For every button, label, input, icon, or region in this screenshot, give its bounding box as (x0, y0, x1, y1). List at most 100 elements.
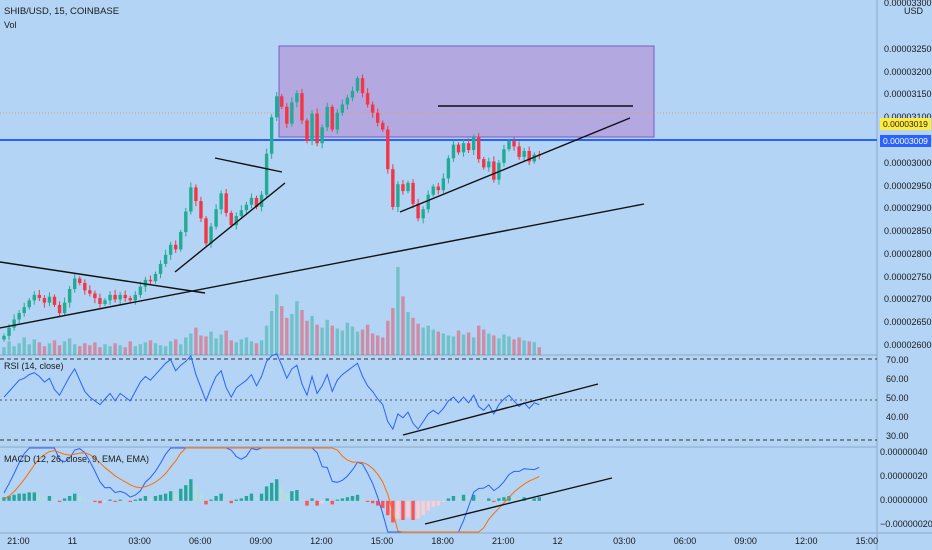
macd-hist-bar (259, 493, 264, 501)
rsi-trendline[interactable] (402, 383, 599, 436)
candle (158, 260, 163, 279)
time-tick: 09:00 (734, 536, 757, 546)
macd-trendline[interactable] (424, 477, 613, 525)
price-tick: 0.00003250 (884, 43, 932, 54)
volume-bar (386, 320, 390, 355)
macd-hist-bar (199, 493, 203, 501)
macd-hist-bar (370, 500, 375, 504)
time-tick: 21:00 (7, 536, 30, 546)
candle (118, 291, 122, 305)
volume-bar (158, 345, 163, 355)
volume-bar (482, 329, 486, 355)
volume-bar (234, 342, 238, 355)
candle (365, 88, 370, 108)
macd-hist-bar (300, 498, 304, 501)
volume-bar (350, 326, 355, 355)
price-trendlines[interactable] (0, 105, 645, 329)
macd-hist-bar (57, 500, 62, 502)
candle (153, 271, 158, 284)
macd-hist-bar (471, 494, 476, 501)
candle (2, 333, 6, 342)
macd-hist-bar (502, 497, 506, 501)
rsi-tick: 60.00 (886, 374, 909, 385)
macd-hist-bar (93, 500, 97, 502)
candle (184, 207, 188, 237)
macd-hist-bar (189, 479, 193, 501)
volume-bar (67, 338, 72, 355)
volume-bar (507, 336, 511, 355)
volume-bar (370, 333, 375, 355)
candle (67, 286, 72, 308)
candle (386, 125, 390, 174)
volume-bar (98, 347, 102, 355)
macd-hist-bar (315, 500, 319, 506)
macd-hist-bar (497, 498, 501, 501)
macd-hist-bar (118, 499, 122, 501)
volume-bar (62, 341, 67, 355)
candle (502, 144, 506, 167)
macd-hist-bar (17, 493, 21, 501)
volume-bar (254, 343, 259, 355)
candle (492, 156, 496, 183)
time-tick: 06:00 (188, 536, 212, 546)
volume-bar (461, 334, 466, 355)
macd-label[interactable]: MACD (12, 26, close, 9, EMA, EMA) (4, 454, 150, 464)
candle (239, 205, 244, 220)
price-tick: 0.00003000 (884, 157, 932, 168)
volume-bar (365, 324, 370, 355)
macd-hist-bar (83, 498, 87, 501)
candle (487, 157, 491, 172)
macd-hist-bar (345, 497, 350, 501)
volume-bar (497, 338, 501, 355)
macd-hist-bar (290, 491, 294, 501)
consolidation-box[interactable] (278, 45, 655, 138)
candle (310, 109, 314, 146)
volume-bar (275, 294, 279, 355)
candle (275, 92, 279, 121)
macd-hist-bar (88, 500, 92, 502)
price-tick: 0.00002750 (884, 271, 932, 282)
volume-bar (537, 347, 541, 355)
volume-bar (42, 346, 47, 355)
price-tick: 0.00002800 (884, 248, 932, 259)
volume-bar (441, 333, 446, 355)
candle (93, 290, 97, 304)
macd-hist-bar (507, 496, 511, 501)
volume-bar (199, 335, 203, 355)
time-tick: 06:00 (673, 536, 697, 546)
macd-hist-bar (174, 493, 178, 501)
volume-bar (163, 346, 168, 355)
volume-bar (280, 306, 284, 355)
symbol-title[interactable]: SHIB/USD, 15, COINBASE (4, 6, 120, 17)
macd-hist-bar (47, 496, 52, 501)
macd-hist-bar (396, 500, 400, 519)
macd-hist-bar (365, 500, 370, 502)
macd-hist-bar (436, 500, 440, 506)
macd-hist-bar (446, 498, 451, 501)
price-tick: 0.00003200 (884, 66, 932, 77)
candle (300, 88, 304, 125)
macd-hist-bar (517, 498, 521, 501)
candle (214, 204, 218, 230)
macd-hist-bar (143, 496, 148, 501)
candle (280, 94, 284, 110)
candle (320, 124, 324, 149)
volume-bar (57, 345, 62, 355)
volume-bar (179, 344, 183, 355)
candle (350, 86, 355, 102)
volume-bar (209, 331, 213, 355)
volume-bar (184, 337, 188, 355)
time-tick: 09:00 (249, 536, 273, 546)
volume-bar (416, 323, 420, 355)
volume-bar (325, 319, 329, 355)
volume-bar (2, 347, 6, 355)
macd-hist-bar (209, 499, 213, 501)
volume-bar (259, 340, 264, 355)
rsi-label[interactable]: RSI (14, close) (4, 361, 64, 371)
volume-label[interactable]: Vol (4, 20, 17, 30)
volume-bar (335, 328, 339, 355)
candle (376, 108, 380, 127)
volume-bar (78, 346, 82, 355)
volume-bar (128, 341, 132, 355)
